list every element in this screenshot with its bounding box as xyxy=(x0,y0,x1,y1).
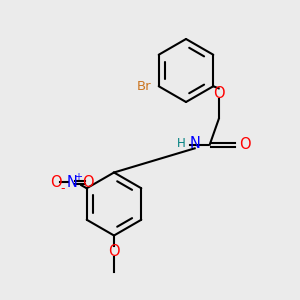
Text: Br: Br xyxy=(136,80,151,93)
Text: N: N xyxy=(190,136,200,151)
Text: O: O xyxy=(82,175,94,190)
Text: H: H xyxy=(177,137,186,150)
Text: O: O xyxy=(239,137,250,152)
Text: -: - xyxy=(61,182,65,195)
Text: N: N xyxy=(66,175,77,190)
Text: O: O xyxy=(50,175,62,190)
Text: O: O xyxy=(108,244,120,260)
Text: +: + xyxy=(74,172,82,182)
Text: O: O xyxy=(213,86,224,101)
